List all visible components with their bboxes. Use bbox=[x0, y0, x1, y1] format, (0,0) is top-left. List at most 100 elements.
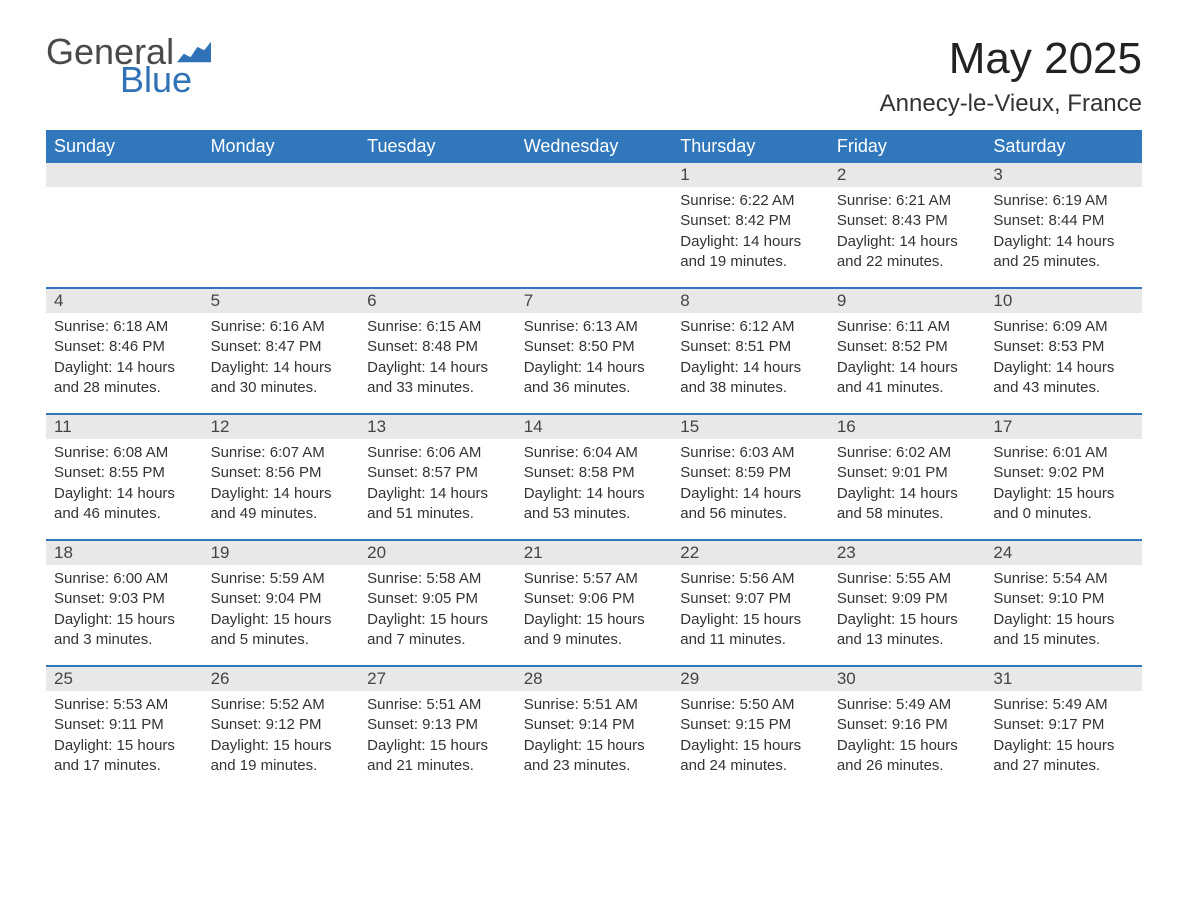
day-number: 1 bbox=[672, 163, 829, 187]
daylight-text-line1: Daylight: 14 hours bbox=[837, 484, 978, 504]
daylight-text-line1: Daylight: 14 hours bbox=[367, 358, 508, 378]
daylight-text-line2: and 19 minutes. bbox=[211, 756, 352, 776]
day-number: 2 bbox=[829, 163, 986, 187]
day-number: 5 bbox=[203, 289, 360, 313]
day-cell: 17Sunrise: 6:01 AMSunset: 9:02 PMDayligh… bbox=[985, 415, 1142, 539]
daylight-text-line1: Daylight: 15 hours bbox=[837, 610, 978, 630]
daylight-text-line2: and 9 minutes. bbox=[524, 630, 665, 650]
sunset-text: Sunset: 8:42 PM bbox=[680, 211, 821, 231]
day-cell: 9Sunrise: 6:11 AMSunset: 8:52 PMDaylight… bbox=[829, 289, 986, 413]
sunset-text: Sunset: 9:05 PM bbox=[367, 589, 508, 609]
day-content: Sunrise: 6:04 AMSunset: 8:58 PMDaylight:… bbox=[516, 439, 673, 524]
day-content: Sunrise: 5:52 AMSunset: 9:12 PMDaylight:… bbox=[203, 691, 360, 776]
day-number: 28 bbox=[516, 667, 673, 691]
sunset-text: Sunset: 8:56 PM bbox=[211, 463, 352, 483]
daylight-text-line1: Daylight: 15 hours bbox=[524, 610, 665, 630]
sunrise-text: Sunrise: 6:11 AM bbox=[837, 317, 978, 337]
day-cell: 12Sunrise: 6:07 AMSunset: 8:56 PMDayligh… bbox=[203, 415, 360, 539]
day-content: Sunrise: 6:06 AMSunset: 8:57 PMDaylight:… bbox=[359, 439, 516, 524]
day-content: Sunrise: 6:07 AMSunset: 8:56 PMDaylight:… bbox=[203, 439, 360, 524]
day-cell: 30Sunrise: 5:49 AMSunset: 9:16 PMDayligh… bbox=[829, 667, 986, 791]
day-number bbox=[203, 163, 360, 187]
daylight-text-line1: Daylight: 14 hours bbox=[367, 484, 508, 504]
day-number: 12 bbox=[203, 415, 360, 439]
sunset-text: Sunset: 9:07 PM bbox=[680, 589, 821, 609]
day-cell: 13Sunrise: 6:06 AMSunset: 8:57 PMDayligh… bbox=[359, 415, 516, 539]
sunrise-text: Sunrise: 5:50 AM bbox=[680, 695, 821, 715]
daylight-text-line2: and 0 minutes. bbox=[993, 504, 1134, 524]
daylight-text-line2: and 33 minutes. bbox=[367, 378, 508, 398]
day-number: 27 bbox=[359, 667, 516, 691]
day-content: Sunrise: 6:08 AMSunset: 8:55 PMDaylight:… bbox=[46, 439, 203, 524]
day-number bbox=[516, 163, 673, 187]
sunrise-text: Sunrise: 5:51 AM bbox=[367, 695, 508, 715]
sunset-text: Sunset: 8:55 PM bbox=[54, 463, 195, 483]
day-cell: 2Sunrise: 6:21 AMSunset: 8:43 PMDaylight… bbox=[829, 163, 986, 287]
sunset-text: Sunset: 8:57 PM bbox=[367, 463, 508, 483]
day-number: 14 bbox=[516, 415, 673, 439]
header-area: General Blue May 2025 Annecy-le-Vieux, F… bbox=[46, 34, 1142, 118]
sunrise-text: Sunrise: 6:15 AM bbox=[367, 317, 508, 337]
daylight-text-line2: and 41 minutes. bbox=[837, 378, 978, 398]
day-content: Sunrise: 5:51 AMSunset: 9:13 PMDaylight:… bbox=[359, 691, 516, 776]
daylight-text-line1: Daylight: 14 hours bbox=[211, 358, 352, 378]
weekday-header: Thursday bbox=[672, 130, 829, 163]
daylight-text-line2: and 38 minutes. bbox=[680, 378, 821, 398]
day-cell: 3Sunrise: 6:19 AMSunset: 8:44 PMDaylight… bbox=[985, 163, 1142, 287]
sunset-text: Sunset: 9:04 PM bbox=[211, 589, 352, 609]
sunset-text: Sunset: 8:48 PM bbox=[367, 337, 508, 357]
daylight-text-line2: and 11 minutes. bbox=[680, 630, 821, 650]
day-content: Sunrise: 6:02 AMSunset: 9:01 PMDaylight:… bbox=[829, 439, 986, 524]
day-cell: 18Sunrise: 6:00 AMSunset: 9:03 PMDayligh… bbox=[46, 541, 203, 665]
sunrise-text: Sunrise: 5:54 AM bbox=[993, 569, 1134, 589]
day-content: Sunrise: 5:53 AMSunset: 9:11 PMDaylight:… bbox=[46, 691, 203, 776]
day-content: Sunrise: 5:56 AMSunset: 9:07 PMDaylight:… bbox=[672, 565, 829, 650]
week-row: 4Sunrise: 6:18 AMSunset: 8:46 PMDaylight… bbox=[46, 287, 1142, 413]
day-number: 19 bbox=[203, 541, 360, 565]
day-cell: 20Sunrise: 5:58 AMSunset: 9:05 PMDayligh… bbox=[359, 541, 516, 665]
daylight-text-line1: Daylight: 15 hours bbox=[54, 736, 195, 756]
sunset-text: Sunset: 8:59 PM bbox=[680, 463, 821, 483]
week-row: 11Sunrise: 6:08 AMSunset: 8:55 PMDayligh… bbox=[46, 413, 1142, 539]
day-number: 10 bbox=[985, 289, 1142, 313]
day-cell bbox=[203, 163, 360, 287]
day-cell: 26Sunrise: 5:52 AMSunset: 9:12 PMDayligh… bbox=[203, 667, 360, 791]
sunrise-text: Sunrise: 6:13 AM bbox=[524, 317, 665, 337]
sunrise-text: Sunrise: 5:49 AM bbox=[837, 695, 978, 715]
day-number: 29 bbox=[672, 667, 829, 691]
sunrise-text: Sunrise: 5:57 AM bbox=[524, 569, 665, 589]
daylight-text-line2: and 26 minutes. bbox=[837, 756, 978, 776]
calendar: SundayMondayTuesdayWednesdayThursdayFrid… bbox=[46, 130, 1142, 791]
day-cell: 28Sunrise: 5:51 AMSunset: 9:14 PMDayligh… bbox=[516, 667, 673, 791]
day-number: 21 bbox=[516, 541, 673, 565]
daylight-text-line2: and 15 minutes. bbox=[993, 630, 1134, 650]
day-number: 8 bbox=[672, 289, 829, 313]
sunset-text: Sunset: 9:11 PM bbox=[54, 715, 195, 735]
daylight-text-line1: Daylight: 14 hours bbox=[993, 358, 1134, 378]
day-number: 11 bbox=[46, 415, 203, 439]
weekday-header: Saturday bbox=[985, 130, 1142, 163]
day-cell: 1Sunrise: 6:22 AMSunset: 8:42 PMDaylight… bbox=[672, 163, 829, 287]
day-number: 16 bbox=[829, 415, 986, 439]
month-title: May 2025 bbox=[880, 34, 1142, 84]
daylight-text-line2: and 13 minutes. bbox=[837, 630, 978, 650]
sunset-text: Sunset: 9:09 PM bbox=[837, 589, 978, 609]
sunset-text: Sunset: 8:47 PM bbox=[211, 337, 352, 357]
day-cell: 8Sunrise: 6:12 AMSunset: 8:51 PMDaylight… bbox=[672, 289, 829, 413]
day-cell: 14Sunrise: 6:04 AMSunset: 8:58 PMDayligh… bbox=[516, 415, 673, 539]
daylight-text-line1: Daylight: 14 hours bbox=[680, 484, 821, 504]
day-cell: 22Sunrise: 5:56 AMSunset: 9:07 PMDayligh… bbox=[672, 541, 829, 665]
sunset-text: Sunset: 9:13 PM bbox=[367, 715, 508, 735]
day-number: 30 bbox=[829, 667, 986, 691]
sunset-text: Sunset: 8:58 PM bbox=[524, 463, 665, 483]
sunset-text: Sunset: 9:12 PM bbox=[211, 715, 352, 735]
daylight-text-line1: Daylight: 14 hours bbox=[993, 232, 1134, 252]
day-cell: 11Sunrise: 6:08 AMSunset: 8:55 PMDayligh… bbox=[46, 415, 203, 539]
sunset-text: Sunset: 8:52 PM bbox=[837, 337, 978, 357]
sunrise-text: Sunrise: 6:07 AM bbox=[211, 443, 352, 463]
sunset-text: Sunset: 9:17 PM bbox=[993, 715, 1134, 735]
day-number: 26 bbox=[203, 667, 360, 691]
daylight-text-line1: Daylight: 15 hours bbox=[680, 610, 821, 630]
sunset-text: Sunset: 8:53 PM bbox=[993, 337, 1134, 357]
day-number: 22 bbox=[672, 541, 829, 565]
